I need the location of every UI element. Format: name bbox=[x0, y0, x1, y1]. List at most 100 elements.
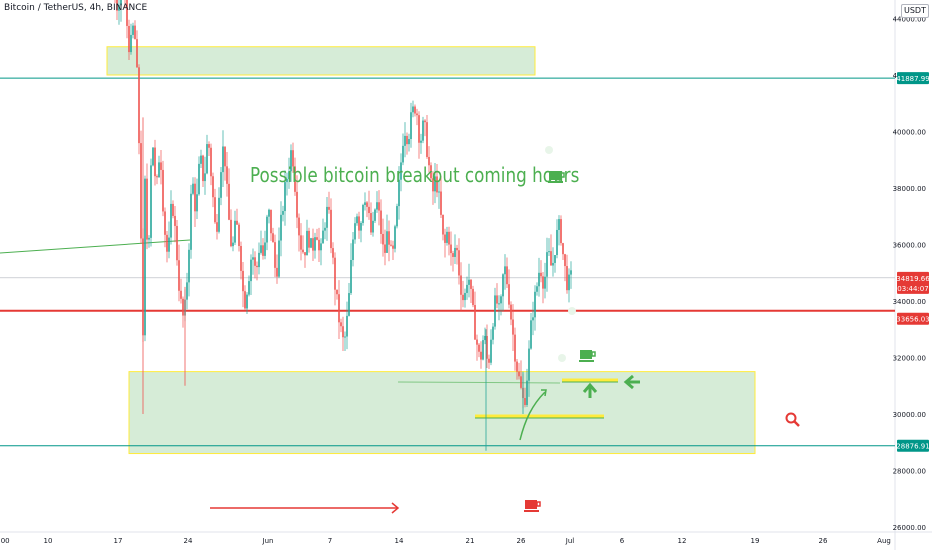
candle-body bbox=[374, 209, 376, 221]
candle-body bbox=[138, 67, 140, 144]
candle-body bbox=[172, 203, 174, 216]
marker-dot bbox=[568, 307, 576, 315]
candle-body bbox=[182, 298, 184, 316]
candle-body bbox=[300, 235, 302, 250]
candle-body bbox=[478, 344, 480, 352]
candle-body bbox=[544, 276, 546, 289]
candle-body bbox=[204, 173, 206, 182]
candle-body bbox=[320, 243, 322, 251]
candle-body bbox=[220, 172, 222, 198]
candle-body bbox=[134, 25, 136, 40]
x-tick-label: 26 bbox=[819, 537, 828, 545]
coffee-cup-icon bbox=[579, 350, 596, 362]
candle-body bbox=[306, 230, 308, 256]
candle-body bbox=[514, 334, 516, 362]
candle-body bbox=[400, 162, 402, 180]
current-price-text: 34819.66 bbox=[896, 275, 930, 283]
candle-body bbox=[278, 240, 280, 277]
candle-body bbox=[420, 140, 422, 143]
y-tick-label: 38000.00 bbox=[893, 185, 926, 193]
candle-body bbox=[148, 237, 150, 240]
candle-body bbox=[140, 143, 142, 239]
candle-body bbox=[232, 242, 234, 247]
candle-body bbox=[450, 244, 452, 254]
candle-body bbox=[330, 209, 332, 249]
candle-body bbox=[282, 211, 284, 215]
candles bbox=[114, 0, 572, 451]
candle-body bbox=[350, 260, 352, 294]
candle-body bbox=[452, 253, 454, 257]
y-tick-label: 34000.00 bbox=[893, 298, 926, 306]
candle-body bbox=[252, 257, 254, 260]
candle-body bbox=[496, 295, 498, 304]
candle-body bbox=[408, 139, 410, 145]
candle-body bbox=[404, 135, 406, 146]
candle-body bbox=[504, 266, 506, 275]
candle-body bbox=[174, 215, 176, 226]
candle-body bbox=[346, 315, 348, 337]
x-tick-label: Jun bbox=[262, 537, 274, 545]
candle-body bbox=[238, 224, 240, 247]
coffee-cup-icon bbox=[548, 171, 565, 183]
candle-body bbox=[194, 183, 196, 212]
candle-body bbox=[236, 220, 238, 225]
candle-body bbox=[488, 358, 490, 363]
candle-body bbox=[192, 183, 194, 194]
x-tick-label: 21 bbox=[466, 537, 475, 545]
candle-body bbox=[526, 380, 528, 405]
marker-dot bbox=[545, 146, 553, 154]
candle-body bbox=[242, 270, 244, 292]
x-tick-label: Jul bbox=[565, 537, 575, 545]
candle-body bbox=[536, 286, 538, 292]
candle-body bbox=[554, 255, 556, 263]
candle-body bbox=[464, 292, 466, 301]
candle-body bbox=[500, 296, 502, 304]
candle-body bbox=[390, 244, 392, 246]
price-badge-bottom-text: 28876.91 bbox=[896, 443, 929, 451]
candle-body bbox=[442, 214, 444, 235]
candle-body bbox=[358, 216, 360, 231]
candle-body bbox=[332, 248, 334, 258]
candle-body bbox=[444, 234, 446, 243]
candle-body bbox=[376, 202, 378, 210]
candle-body bbox=[456, 247, 458, 251]
candle-body bbox=[338, 294, 340, 323]
candle-body bbox=[356, 216, 358, 224]
candle-body bbox=[482, 340, 484, 360]
candle-body bbox=[550, 251, 552, 266]
candle-body bbox=[508, 284, 510, 305]
candle-body bbox=[224, 146, 226, 167]
x-tick-label: 7 bbox=[328, 537, 332, 545]
candle-body bbox=[472, 288, 474, 306]
candle-body bbox=[394, 226, 396, 249]
candle-body bbox=[518, 371, 520, 377]
arrow-right-icon bbox=[210, 502, 400, 514]
candle-body bbox=[228, 183, 230, 220]
x-tick-label: 12 bbox=[678, 537, 687, 545]
candle-body bbox=[136, 39, 138, 68]
candle-body bbox=[416, 113, 418, 116]
candle-body bbox=[454, 247, 456, 257]
candle-body bbox=[432, 178, 434, 192]
candle-body bbox=[212, 176, 214, 198]
y-tick-label: 30000.00 bbox=[893, 411, 926, 419]
candle-body bbox=[318, 239, 320, 251]
candle-body bbox=[292, 150, 294, 167]
candle-body bbox=[530, 320, 532, 349]
candle-body bbox=[196, 194, 198, 212]
candle-body bbox=[200, 155, 202, 164]
candle-body bbox=[424, 120, 426, 123]
x-tick-label: 19 bbox=[751, 537, 760, 545]
candle-body bbox=[152, 147, 154, 166]
candle-body bbox=[396, 206, 398, 227]
currency-badge[interactable]: USDT bbox=[901, 4, 929, 18]
candle-body bbox=[310, 238, 312, 248]
candle-body bbox=[392, 245, 394, 249]
candle-body bbox=[336, 289, 338, 295]
candle-body bbox=[230, 219, 232, 247]
breakout-line bbox=[397, 381, 561, 384]
candle-body bbox=[198, 163, 200, 195]
candle-body bbox=[316, 237, 318, 240]
